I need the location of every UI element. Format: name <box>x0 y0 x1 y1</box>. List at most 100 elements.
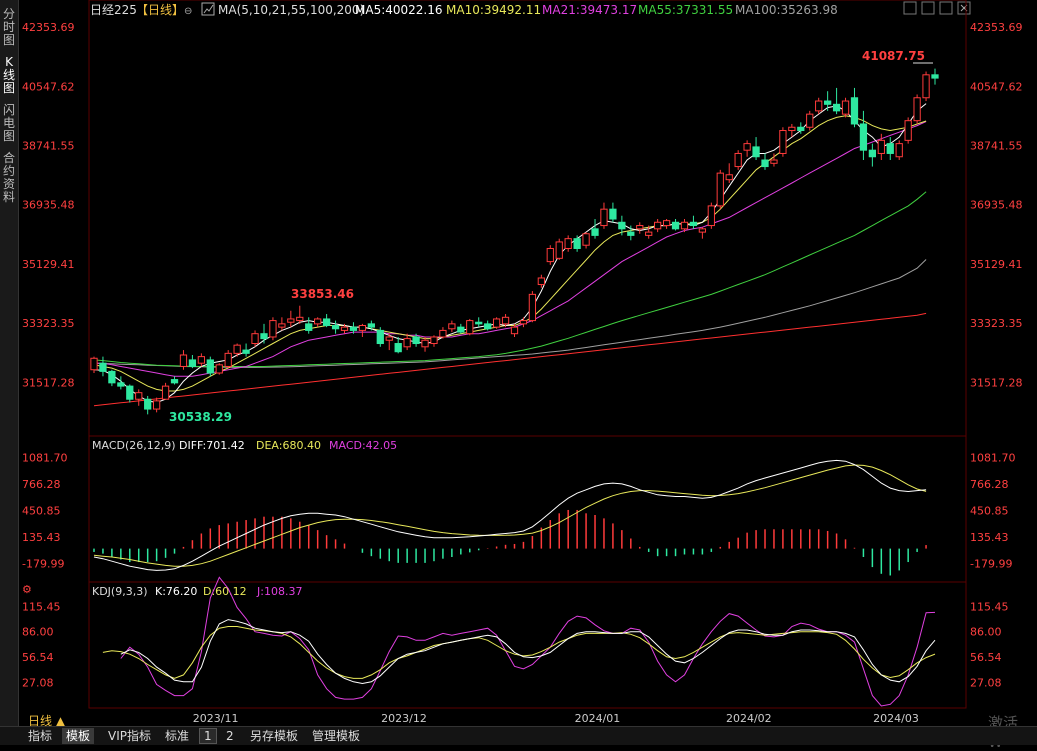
candle-up <box>215 364 223 374</box>
zoom-icon[interactable] <box>939 1 953 15</box>
candle-up <box>161 385 170 400</box>
candle-down <box>797 126 805 132</box>
ma100-line <box>93 259 927 368</box>
candle-up <box>636 225 644 230</box>
candle-down <box>412 336 420 345</box>
candle-up <box>895 143 903 158</box>
ma5-line <box>93 103 927 404</box>
candle-up <box>582 233 590 246</box>
x-tick: 2024/01 <box>575 712 621 725</box>
tab-timeshare[interactable]: 分时图 <box>2 7 15 47</box>
expand-icon[interactable] <box>903 1 917 15</box>
candle-up <box>600 208 608 227</box>
candle-up <box>510 326 519 335</box>
candle-up <box>385 336 393 341</box>
candle-down <box>475 321 483 325</box>
candle-down <box>188 359 197 367</box>
period-tag: 【日线】 <box>136 3 184 17</box>
kdj-settings-icon[interactable]: ⚙ <box>22 583 32 596</box>
ma5-value: MA5:40022.16 <box>355 3 443 17</box>
ma10-line <box>93 115 927 392</box>
candle-up <box>537 277 545 286</box>
kdj-y-tick-left: 86.00 <box>22 626 54 639</box>
candle-down <box>689 221 698 227</box>
sidebar: 分时图 K线图 闪电图 合约资料 <box>0 0 19 744</box>
candle-up <box>403 338 411 348</box>
candle-up <box>314 318 322 325</box>
macd-y-tick-right: 135.43 <box>970 531 1009 544</box>
kdj-y-tick-left: 115.45 <box>22 600 61 613</box>
mid-high-annotation: 33853.46 <box>291 287 354 301</box>
candle-down <box>367 323 375 328</box>
manage-template-button[interactable]: 管理模板 <box>312 729 361 743</box>
bottom-toolbar: 指标 模板 VIP指标 标准 1 2 另存模板 管理模板 <box>0 726 1037 745</box>
candle-down <box>761 159 769 168</box>
chart-icon[interactable] <box>201 2 215 16</box>
macd-diff-line <box>93 459 927 571</box>
macd-y-tick-right: -179.99 <box>970 558 1012 571</box>
candle-up <box>564 238 572 249</box>
kdj-j: J:108.37 <box>256 585 302 598</box>
macd-y-tick-left: 450.85 <box>22 505 61 518</box>
x-tick: 2023/12 <box>381 712 427 725</box>
candle-up <box>501 316 510 325</box>
y-tick-left: 42353.69 <box>22 21 75 34</box>
macd-y-tick-left: -179.99 <box>22 558 64 571</box>
macd-y-tick-left: 135.43 <box>22 531 61 544</box>
candle-up <box>421 339 429 348</box>
macd-dea: DEA:680.40 <box>256 439 321 452</box>
tab-flash[interactable]: 闪电图 <box>2 103 15 143</box>
page-1-button[interactable]: 1 <box>199 728 217 744</box>
candle-down <box>457 326 465 333</box>
kdj-d: D:60.12 <box>203 585 247 598</box>
candle-down <box>108 370 116 384</box>
candle-down <box>144 398 152 410</box>
kline-chart-svg[interactable]: 日经225 【日线】 ⊖ MA(5,10,21,55,100,200) MA5:… <box>19 0 1037 726</box>
candle-down <box>671 221 680 230</box>
indicator-button[interactable]: 指标 <box>28 729 53 743</box>
low-annotation: 30538.29 <box>169 410 232 424</box>
candle-down <box>573 238 581 249</box>
page-2-button[interactable]: 2 <box>226 729 234 743</box>
grid-icon[interactable] <box>921 1 935 15</box>
candle-up <box>841 100 850 115</box>
kdj-d-line <box>102 626 936 679</box>
candle-up <box>806 113 814 128</box>
x-tick: 2023/11 <box>193 712 239 725</box>
candle-up <box>913 97 921 122</box>
high-annotation: 41087.75 <box>862 49 925 63</box>
candle-down <box>305 323 313 331</box>
candle-up <box>197 356 205 364</box>
y-tick-right: 35129.41 <box>970 258 1023 271</box>
macd-y-tick-right: 1081.70 <box>970 452 1016 465</box>
candle-up <box>922 74 930 99</box>
kdj-y-tick-left: 56.54 <box>22 651 54 664</box>
candle-up <box>645 231 653 236</box>
close-icon[interactable] <box>957 1 971 15</box>
save-template-button[interactable]: 另存模板 <box>250 729 299 743</box>
tab-kline[interactable]: K线图 <box>2 55 15 95</box>
macd-y-tick-left: 1081.70 <box>22 452 68 465</box>
candle-up <box>448 323 456 330</box>
tab-contract-info[interactable]: 合约资料 <box>2 151 15 204</box>
template-button[interactable]: 模板 <box>62 728 95 744</box>
vip-indicator-button[interactable]: VIP指标 <box>108 729 151 743</box>
standard-button[interactable]: 标准 <box>165 729 190 743</box>
y-tick-left: 38741.55 <box>22 140 75 153</box>
candle-up <box>743 143 751 151</box>
candle-down <box>206 359 214 374</box>
y-tick-right: 40547.62 <box>970 80 1023 93</box>
candle-down <box>850 97 859 125</box>
candle-down <box>618 221 626 230</box>
period-selector[interactable]: 日线 ▲ <box>28 714 66 728</box>
y-tick-left: 40547.62 <box>22 80 75 93</box>
candle-up <box>430 336 438 345</box>
candle-up <box>680 221 689 230</box>
x-tick: 2024/03 <box>873 712 919 725</box>
y-tick-right: 38741.55 <box>970 140 1023 153</box>
kdj-k: K:76.20 <box>155 585 197 598</box>
kdj-j-line <box>120 576 936 707</box>
chart-area[interactable]: 日经225 【日线】 ⊖ MA(5,10,21,55,100,200) MA5:… <box>19 0 1037 744</box>
macd-y-tick-right: 450.85 <box>970 505 1009 518</box>
lock-icon[interactable]: ⊖ <box>184 6 192 17</box>
